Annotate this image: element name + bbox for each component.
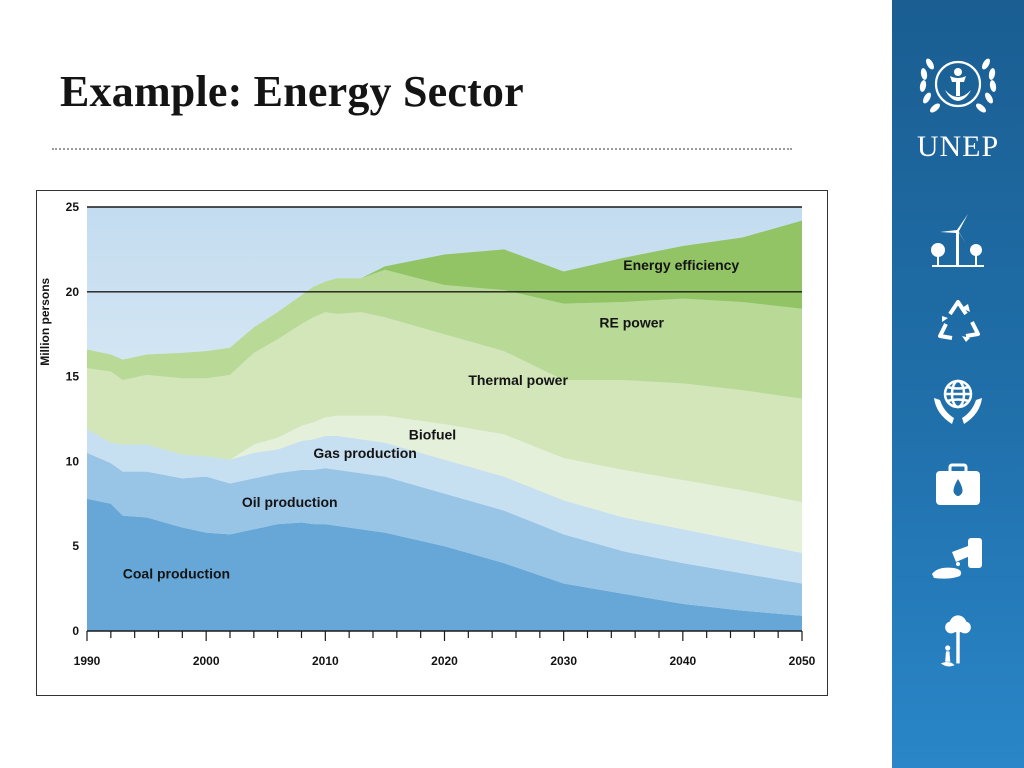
recycle-icon xyxy=(938,300,980,342)
area-re-power xyxy=(87,269,802,399)
sidebar: UNEP xyxy=(892,0,1024,768)
unep-logo: UNEP xyxy=(908,44,1008,163)
series-label: Biofuel xyxy=(409,426,456,442)
area-gas-production xyxy=(87,429,802,584)
tree-person-icon xyxy=(940,615,971,667)
series-label: Oil production xyxy=(242,494,338,510)
wind-turbine-icon xyxy=(931,214,984,267)
stacked-areas xyxy=(87,220,802,631)
area-energy-efficiency xyxy=(87,220,802,360)
chart-frame: 1990 2000 2010 2020 2030 2040 2050 0 5 10 15 20 25 C… xyxy=(36,190,828,696)
oil-briefcase-icon xyxy=(936,463,980,505)
globe-hands-icon xyxy=(934,379,982,424)
area-thermal-power xyxy=(87,312,802,503)
y-tick-label: 10 xyxy=(66,454,80,468)
area-biofuel xyxy=(87,415,802,553)
series-label: Gas production xyxy=(313,445,416,461)
series-label: Coal production xyxy=(123,565,230,581)
x-tick-label: 2010 xyxy=(312,654,339,668)
area-coal-production xyxy=(87,498,802,631)
axes: 1990 2000 2010 2020 2030 2040 2050 0 5 10 15 20 25 xyxy=(66,200,816,668)
x-tick-label: 2040 xyxy=(669,654,696,668)
x-tick-label: 1990 xyxy=(74,654,101,668)
y-axis-label: Million persons xyxy=(38,277,52,365)
x-tick-label: 2000 xyxy=(193,654,220,668)
area-oil-production xyxy=(87,452,802,616)
energy-jobs-chart: 1990 2000 2010 2020 2030 2040 2050 0 5 10 15 20 25 C… xyxy=(38,200,816,668)
y-tick-label: 15 xyxy=(66,370,80,384)
series-label: Thermal power xyxy=(468,372,568,388)
x-tick-label: 2020 xyxy=(431,654,458,668)
y-tick-label: 25 xyxy=(66,200,80,214)
x-tick-label: 2030 xyxy=(550,654,577,668)
y-tick-label: 0 xyxy=(72,624,79,638)
series-label: Energy efficiency xyxy=(623,257,739,273)
series-labels: Coal production Oil production Gas product… xyxy=(123,257,740,582)
y-tick-label: 5 xyxy=(72,539,79,553)
x-tick-label: 2050 xyxy=(789,654,816,668)
unep-logo-text: UNEP xyxy=(916,130,1000,163)
title-divider xyxy=(52,148,792,150)
y-tick-label: 20 xyxy=(66,285,80,299)
slide-title: Example: Energy Sector xyxy=(60,67,524,116)
gridlines xyxy=(87,206,802,293)
oil-spill-icon xyxy=(932,538,982,579)
unep-emblem-icon xyxy=(919,58,997,113)
series-label: RE power xyxy=(599,314,664,330)
